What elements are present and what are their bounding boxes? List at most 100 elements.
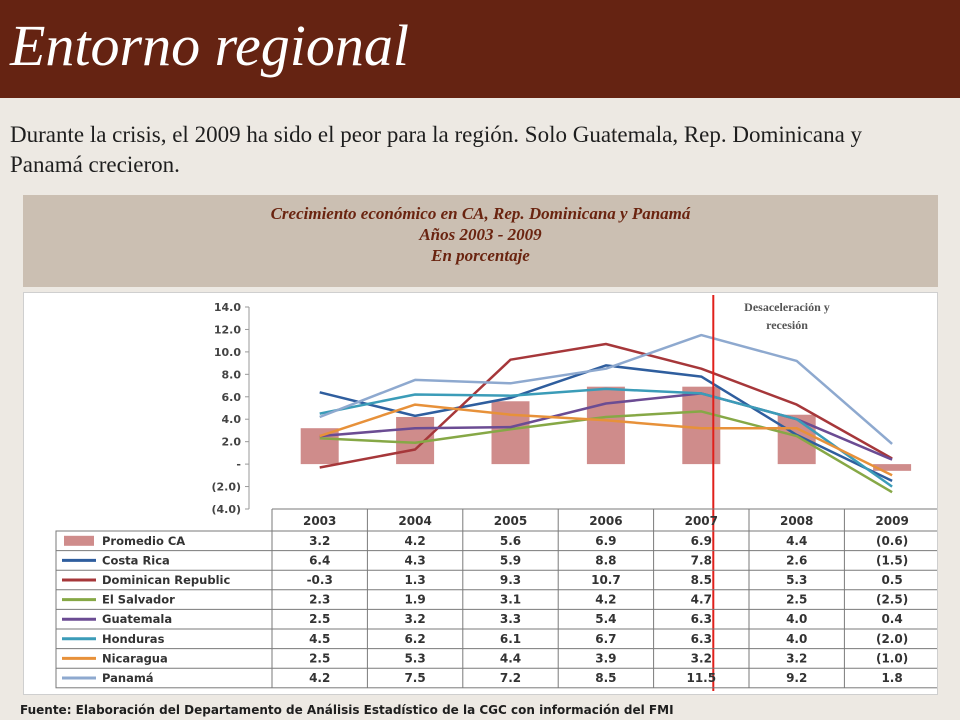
data-label: 6.7 (595, 632, 616, 646)
data-label: 1.8 (881, 671, 902, 685)
legend-entry: El Salvador (102, 593, 175, 607)
data-label: 3.2 (691, 651, 712, 665)
data-label: 11.5 (686, 671, 716, 685)
data-label: 4.0 (786, 632, 807, 646)
data-label: 2.5 (309, 612, 330, 626)
line-el-salvador (319, 410, 893, 494)
y-tick-label: (4.0) (211, 503, 241, 516)
x-tick-label: 2004 (398, 514, 431, 528)
bar-promedio-ca (491, 401, 530, 465)
line-honduras (319, 387, 893, 488)
x-tick-label: 2009 (875, 514, 908, 528)
legend-entry: Panamá (102, 671, 154, 685)
y-tick-label: 4.0 (222, 413, 242, 426)
data-label: 6.3 (691, 612, 712, 626)
lead-text: Durante la crisis, el 2009 ha sido el pe… (10, 122, 863, 177)
legend-entry: Costa Rica (102, 553, 170, 567)
slide-title: Entorno regional (10, 13, 410, 78)
chart: 14.0 12.0 10.0 8.0 6.0 4.0 2.0 - (2.0) (4.0) Desac… (55, 295, 937, 691)
data-label: 4.5 (309, 632, 330, 646)
recession-annotation: Desaceleración y recesión (744, 300, 830, 332)
data-label: 2.3 (309, 593, 330, 607)
data-label: 6.9 (691, 534, 712, 548)
data-label: 6.1 (500, 632, 521, 646)
data-label: 0.4 (881, 612, 902, 626)
data-label: 5.4 (595, 612, 616, 626)
chart-header: Crecimiento económico en CA, Rep. Domini… (23, 195, 938, 287)
y-tick-label: 2.0 (222, 436, 242, 449)
data-label: 0.5 (881, 573, 902, 587)
chart-title: Crecimiento económico en CA, Rep. Domini… (270, 204, 691, 223)
y-tick-label: - (236, 458, 241, 471)
data-label: 6.3 (691, 632, 712, 646)
data-label: 4.0 (786, 612, 807, 626)
data-label: (2.0) (876, 632, 908, 646)
data-label: 3.1 (500, 593, 521, 607)
y-tick-label: (2.0) (211, 481, 241, 494)
data-label: 3.2 (786, 651, 807, 665)
bar-promedio-ca (873, 464, 912, 471)
y-tick-label: 8.0 (222, 368, 242, 381)
data-label: 3.9 (595, 651, 616, 665)
data-label: 2.5 (309, 651, 330, 665)
x-tick-label: 2003 (303, 514, 336, 528)
title-bar: Entorno regional (0, 0, 960, 98)
y-tick-label: 6.0 (222, 391, 242, 404)
data-label: 5.3 (404, 651, 425, 665)
data-label: 6.9 (595, 534, 616, 548)
chart-subtitle-years: Años 2003 - 2009 (419, 225, 542, 244)
bar-promedio-ca (300, 428, 339, 465)
data-label: 3.2 (404, 612, 425, 626)
legend-entry: Guatemala (102, 612, 172, 626)
legend-entry: Honduras (102, 632, 165, 646)
data-label: 5.3 (786, 573, 807, 587)
legend-entry: Dominican Republic (102, 573, 230, 587)
data-label: 7.8 (691, 553, 712, 567)
data-label: 4.7 (691, 593, 712, 607)
data-label: 10.7 (591, 573, 621, 587)
data-label: 8.8 (595, 553, 616, 567)
line-panama (319, 333, 893, 445)
chart-subtitle-unit: En porcentaje (431, 246, 530, 265)
line-dominican-republic (319, 342, 893, 469)
data-label: 8.5 (691, 573, 712, 587)
data-label: (1.5) (876, 553, 908, 567)
data-label: 3.3 (500, 612, 521, 626)
x-tick-label: 2006 (589, 514, 622, 528)
data-label: 8.5 (595, 671, 616, 685)
data-label: (0.6) (876, 534, 908, 548)
data-label: 3.2 (309, 534, 330, 548)
data-label: 6.2 (404, 632, 425, 646)
data-label: 4.2 (595, 593, 616, 607)
y-tick-label: 10.0 (214, 346, 241, 359)
data-label: 9.2 (786, 671, 807, 685)
data-label: 2.5 (786, 593, 807, 607)
data-label: (2.5) (876, 593, 908, 607)
bar-promedio-ca (682, 386, 721, 465)
data-label: 5.9 (500, 553, 521, 567)
line-nicaragua (319, 403, 893, 477)
y-tick-label: 12.0 (214, 323, 241, 336)
data-label: 5.6 (500, 534, 521, 548)
chart-frame: 14.0 12.0 10.0 8.0 6.0 4.0 2.0 - (2.0) (4.0) Desac… (23, 292, 938, 695)
legend-key-bar (64, 535, 94, 546)
y-tick-label: 14.0 (214, 301, 241, 314)
data-label: 4.4 (500, 651, 521, 665)
data-label: (1.0) (876, 651, 908, 665)
data-label: 2.6 (786, 553, 807, 567)
data-label: 4.3 (404, 553, 425, 567)
data-label: 7.2 (500, 671, 521, 685)
data-label: 7.5 (404, 671, 425, 685)
data-label: -0.3 (307, 573, 333, 587)
data-label: 4.4 (786, 534, 807, 548)
data-label: 4.2 (404, 534, 425, 548)
data-label: 6.4 (309, 553, 330, 567)
data-label: 4.2 (309, 671, 330, 685)
source-note: Fuente: Elaboración del Departamento de … (20, 703, 674, 717)
data-label: 9.3 (500, 573, 521, 587)
bar-promedio-ca (586, 386, 625, 465)
legend-entry: Promedio CA (102, 534, 185, 548)
x-tick-label: 2005 (494, 514, 527, 528)
x-tick-label: 2008 (780, 514, 813, 528)
data-label: 1.3 (404, 573, 425, 587)
